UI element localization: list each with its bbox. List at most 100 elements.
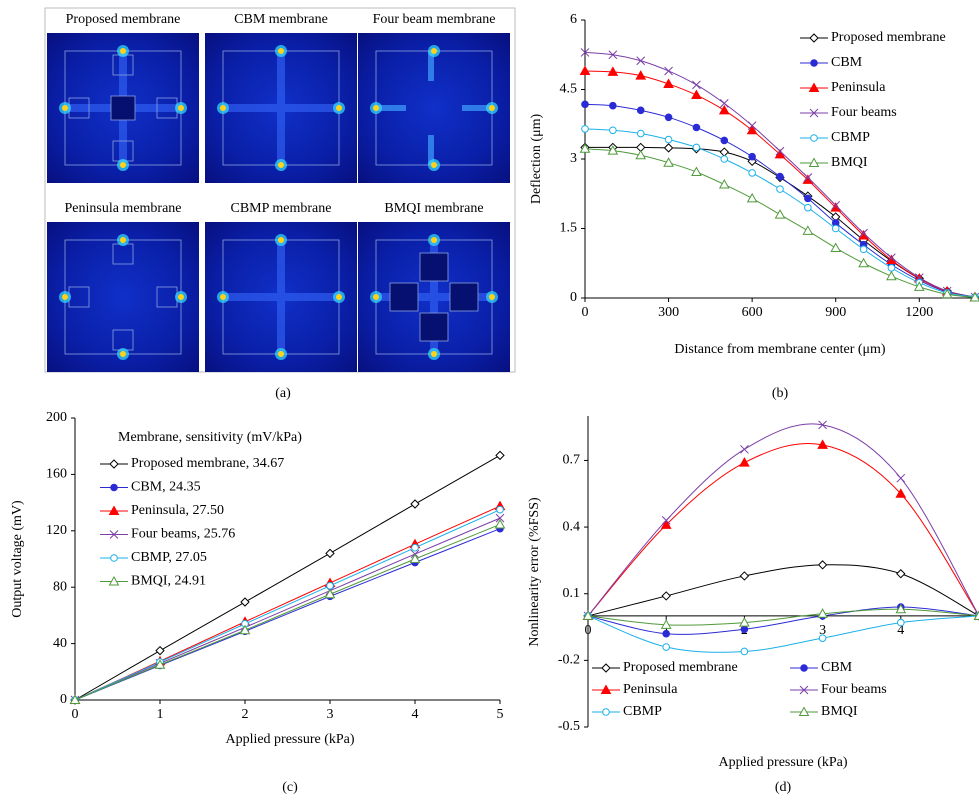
stress-spot	[431, 48, 437, 54]
x-tick-label: 600	[742, 305, 763, 320]
stress-spot	[120, 351, 126, 357]
y-tick-label: 0	[60, 692, 67, 707]
x-tick-label: 3	[327, 707, 334, 722]
x-tick-label: 0	[585, 623, 592, 638]
y-tick-label: -0.5	[558, 719, 580, 734]
stress-spot	[373, 294, 379, 300]
data-point	[888, 265, 895, 272]
legend-title: Membrane, sensitivity (mV/kPa)	[118, 430, 302, 445]
image-label: CBMP membrane	[231, 201, 332, 216]
data-point	[412, 544, 419, 551]
legend-label: Peninsula, 27.50	[131, 503, 224, 518]
figure: Proposed membraneCBM membraneFour beam m…	[0, 0, 979, 806]
data-point	[327, 582, 334, 589]
data-point	[692, 91, 701, 99]
panel-caption: (c)	[282, 780, 298, 795]
legend-marker	[602, 664, 610, 672]
legend-marker	[603, 709, 610, 716]
y-tick-label: 6	[570, 12, 577, 27]
legend-label: CBMP	[623, 704, 662, 719]
data-point	[720, 180, 729, 188]
data-point	[832, 225, 839, 232]
y-tick-label: 4.5	[560, 82, 578, 97]
stress-spot	[220, 105, 226, 111]
x-tick-label: 1	[157, 707, 164, 722]
y-tick-label: 120	[46, 523, 67, 538]
data-point	[748, 126, 757, 134]
data-point	[610, 127, 617, 134]
legend-label: CBMP	[831, 130, 870, 145]
x-tick-label: 300	[658, 305, 679, 320]
legend-label: CBM	[821, 660, 853, 675]
x-tick-label: 0	[582, 305, 589, 320]
y-tick-label: 0.4	[563, 519, 581, 534]
mass-block	[420, 313, 448, 341]
data-point	[637, 130, 644, 137]
image-label: Proposed membrane	[66, 12, 181, 27]
x-tick-label: 0	[72, 707, 79, 722]
legend-label: CBMP, 27.05	[131, 550, 207, 565]
stress-spot	[120, 162, 126, 168]
x-tick-label: 4	[412, 707, 419, 722]
legend-label: Peninsula	[831, 80, 886, 95]
data-point	[819, 561, 827, 569]
stress-spot	[220, 294, 226, 300]
data-point	[665, 136, 672, 143]
x-tick-label: 900	[825, 305, 846, 320]
data-point	[582, 101, 589, 108]
panel-caption: (a)	[275, 386, 291, 401]
data-point	[721, 156, 728, 163]
data-point	[637, 107, 644, 114]
y-tick-label: -0.2	[558, 653, 580, 668]
data-point	[496, 451, 504, 459]
legend-label: Peninsula	[623, 682, 678, 697]
legend-marker	[810, 34, 818, 42]
stress-spot	[489, 105, 495, 111]
series-line	[75, 518, 500, 700]
data-point	[740, 458, 749, 466]
stress-spot	[62, 294, 68, 300]
stress-spot	[120, 237, 126, 243]
legend-marker	[110, 460, 118, 468]
data-point	[749, 153, 756, 160]
stress-spot	[178, 105, 184, 111]
data-point	[610, 102, 617, 109]
image-label: BMQI membrane	[384, 201, 483, 216]
legend-label: Four beams, 25.76	[131, 527, 235, 542]
stress-spot	[373, 105, 379, 111]
data-point	[860, 246, 867, 253]
data-point	[663, 630, 670, 637]
stress-spot	[62, 105, 68, 111]
legend-label: Proposed membrane, 34.67	[131, 456, 284, 471]
data-point	[663, 644, 670, 651]
data-point	[693, 144, 700, 151]
data-point	[777, 186, 784, 193]
legend-label: CBM, 24.35	[131, 480, 201, 495]
stress-spot	[178, 294, 184, 300]
mass-block	[390, 283, 418, 311]
data-point	[581, 66, 590, 74]
data-point	[805, 195, 812, 202]
data-point	[805, 204, 812, 211]
data-point	[898, 619, 905, 626]
data-point	[897, 570, 905, 578]
stress-spot	[336, 294, 342, 300]
legend-label: CBM	[831, 55, 863, 70]
data-point	[748, 194, 757, 202]
y-axis-title: Output voltage (mV)	[10, 500, 25, 618]
series-line	[588, 616, 979, 652]
y-tick-label: 0.1	[563, 586, 581, 601]
legend-marker	[111, 484, 118, 491]
image-label: CBM membrane	[234, 12, 328, 27]
legend-marker	[801, 665, 808, 672]
y-tick-label: 3	[570, 151, 577, 166]
data-point	[665, 67, 673, 75]
stress-spot	[278, 237, 284, 243]
data-point	[665, 114, 672, 121]
image-label: Peninsula membrane	[64, 201, 181, 216]
y-axis-title: Deflection (μm)	[529, 114, 544, 205]
data-point	[741, 648, 748, 655]
y-tick-label: 0.7	[563, 453, 581, 468]
data-point	[664, 79, 673, 87]
mass-block	[450, 283, 478, 311]
